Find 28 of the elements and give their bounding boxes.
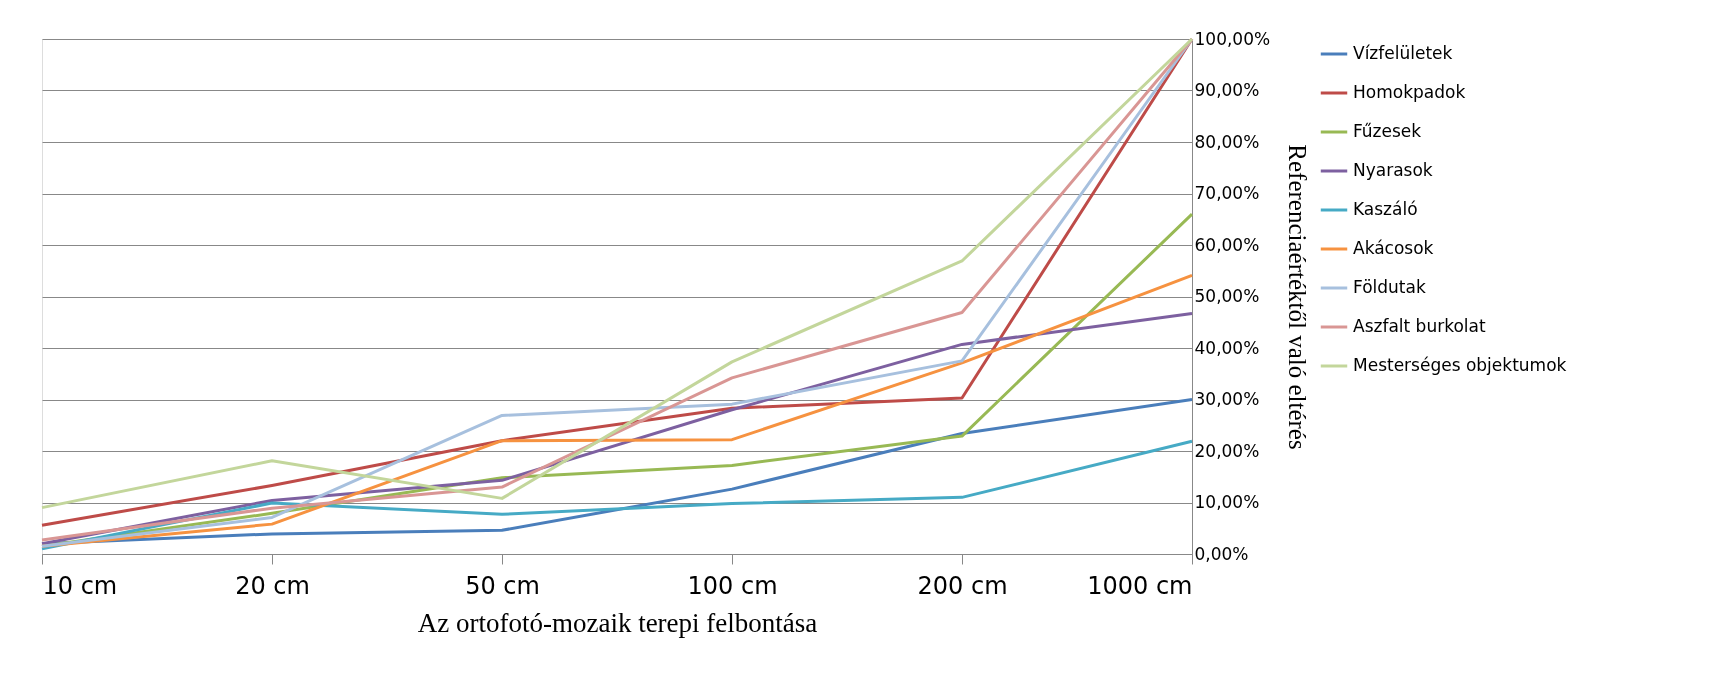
y-tick-label: 40,00%: [1194, 337, 1260, 358]
y-axis-title: Referenciaértéktől való eltérés: [1284, 144, 1312, 450]
legend-label: Nyarasok: [1353, 160, 1433, 180]
legend-label: Vízfelületek: [1353, 43, 1453, 63]
y-tick-label: 10,00%: [1194, 492, 1260, 512]
y-tick-label: 100,00%: [1194, 28, 1271, 49]
x-tick-label: 100 cm: [687, 571, 778, 600]
x-tick-label: 1000 cm: [1087, 571, 1193, 600]
y-tick-label: 30,00%: [1194, 389, 1260, 409]
y-tick-label: 60,00%: [1194, 234, 1260, 255]
x-axis-title: Az ortofotó-mozaik terepi felbontása: [417, 607, 818, 638]
legend-label: Homokpadok: [1353, 82, 1466, 102]
legend-label: Aszfalt burkolat: [1353, 316, 1486, 336]
legend-label: Fűzesek: [1353, 121, 1422, 141]
legend-label: Mesterséges objektumok: [1353, 355, 1567, 375]
y-tick-label: 90,00%: [1194, 80, 1260, 100]
legend-label: Kaszáló: [1353, 199, 1418, 219]
y-tick-label: 0,00%: [1194, 543, 1249, 564]
x-tick-label: 50 cm: [465, 571, 540, 600]
y-tick-label: 50,00%: [1194, 286, 1260, 306]
legend-label: Földutak: [1353, 277, 1426, 297]
legend-label: Akácosok: [1353, 238, 1434, 258]
x-tick-label: 200 cm: [917, 571, 1008, 600]
y-tick-label: 80,00%: [1194, 131, 1260, 152]
y-tick-label: 70,00%: [1194, 183, 1260, 203]
x-tick-label: 20 cm: [235, 571, 310, 600]
x-tick-label: 10 cm: [42, 571, 118, 600]
y-tick-label: 20,00%: [1194, 440, 1260, 461]
